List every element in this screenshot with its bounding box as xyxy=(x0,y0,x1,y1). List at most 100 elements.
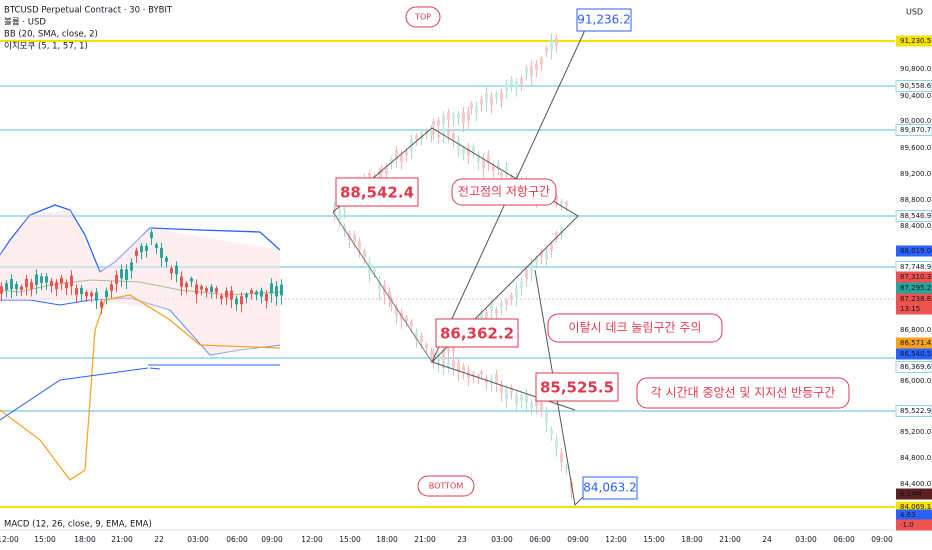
candle-body xyxy=(373,268,376,272)
candle-body xyxy=(437,134,440,138)
price-label: 4.63 xyxy=(900,511,916,519)
candle-body xyxy=(490,377,493,385)
candle-body xyxy=(405,150,408,156)
candle-body xyxy=(160,247,163,258)
candle-body xyxy=(565,202,568,206)
candle-body xyxy=(105,290,108,298)
price-tag xyxy=(896,282,932,294)
candle-body xyxy=(495,374,498,384)
candle-body xyxy=(145,245,148,251)
candle-body xyxy=(230,290,233,300)
candle-body xyxy=(338,215,341,221)
candle-body xyxy=(385,166,388,175)
time-label: 03:00 xyxy=(187,535,209,544)
price-label: 90,000.0 xyxy=(900,117,931,125)
time-label: 18:00 xyxy=(74,535,96,544)
candle-body xyxy=(482,158,485,169)
candle-body xyxy=(467,146,470,156)
candle-body xyxy=(530,66,533,77)
candle-body xyxy=(505,300,508,305)
price-label: 89,200.0 xyxy=(900,170,931,178)
candle-body xyxy=(180,276,183,287)
price-tag xyxy=(896,293,932,305)
candle-body xyxy=(500,92,503,101)
candle-body xyxy=(50,280,53,287)
annotation: BOTTOM xyxy=(429,482,464,491)
candle-body xyxy=(430,128,433,136)
candle-body xyxy=(420,132,423,139)
candle-body xyxy=(95,292,98,301)
price-label: 84,800.0 xyxy=(900,454,931,462)
candle-body xyxy=(430,350,433,357)
candle-body xyxy=(35,274,38,285)
bb-upper xyxy=(0,204,281,273)
candle-body xyxy=(240,296,243,305)
header-macd: MACD (12, 26, close, 9, EMA, EMA) xyxy=(4,520,152,530)
bubble xyxy=(417,475,475,497)
candle-body xyxy=(415,332,418,340)
candle-body xyxy=(520,78,523,85)
candle-body xyxy=(452,132,455,140)
candle-body xyxy=(540,251,543,258)
price-tag xyxy=(896,303,932,315)
header-volume: 볼륨 · USD xyxy=(4,17,46,28)
annotation: 84,063.2 xyxy=(583,481,636,495)
candle-body xyxy=(170,268,173,274)
price-label: 88,400.0 xyxy=(900,222,931,230)
candle-body xyxy=(75,287,78,295)
candle-body xyxy=(490,303,493,312)
candle-body xyxy=(477,374,480,379)
price-tag xyxy=(896,501,932,513)
header-ichimoku: 이치모쿠 (5, 1, 57, 1) xyxy=(4,41,88,52)
box xyxy=(451,178,557,206)
candle-body xyxy=(452,114,455,120)
candle-body xyxy=(395,307,398,316)
candle-body xyxy=(432,352,435,360)
annotation: TOP xyxy=(414,13,431,22)
candle-body xyxy=(472,372,475,377)
candle-body xyxy=(420,335,423,342)
price-label: 85,200.0 xyxy=(900,428,931,436)
candle-body xyxy=(45,276,48,283)
candle-body xyxy=(500,302,503,308)
candle-body xyxy=(492,165,495,171)
price-label: 84,400.0 xyxy=(900,480,931,488)
candle-body xyxy=(25,278,28,288)
candle-body xyxy=(545,47,548,52)
candle-body xyxy=(265,293,268,301)
candle-body xyxy=(415,135,418,140)
candle-body xyxy=(520,281,523,289)
header-bb: BB (20, SMA, close, 2) xyxy=(4,30,98,40)
candle-body xyxy=(560,200,563,205)
price-tag xyxy=(896,245,932,257)
candle-body xyxy=(510,79,513,86)
time-label: 21:00 xyxy=(111,535,133,544)
box xyxy=(535,372,619,402)
zigzag xyxy=(332,127,579,411)
time-label: 06:00 xyxy=(833,535,855,544)
candle-body xyxy=(175,265,178,275)
candle-body xyxy=(442,349,445,361)
annotation: 91,236.2 xyxy=(577,13,630,27)
annotation: 각 시간대 중앙선 및 지지선 반등구간 xyxy=(651,386,836,400)
price-label: 90,800.0 xyxy=(900,65,931,73)
candle-body xyxy=(338,203,341,214)
candle-body xyxy=(85,291,88,297)
price-label: 88,800.0 xyxy=(900,196,931,204)
candle-body xyxy=(555,232,558,237)
price-label: 84,069.1 xyxy=(900,503,931,511)
candle-body xyxy=(540,58,543,65)
candle-body xyxy=(55,282,58,289)
candle-body xyxy=(130,262,133,271)
candle-body xyxy=(20,286,23,291)
candle-body xyxy=(447,361,450,367)
price-label: 87,238.8 xyxy=(900,295,931,303)
time-label: 15:00 xyxy=(34,535,56,544)
candle-body xyxy=(190,278,193,282)
candle-body xyxy=(390,158,393,164)
candle-body xyxy=(510,387,513,393)
box xyxy=(582,476,638,500)
candle-body xyxy=(10,279,13,290)
box xyxy=(547,313,723,343)
